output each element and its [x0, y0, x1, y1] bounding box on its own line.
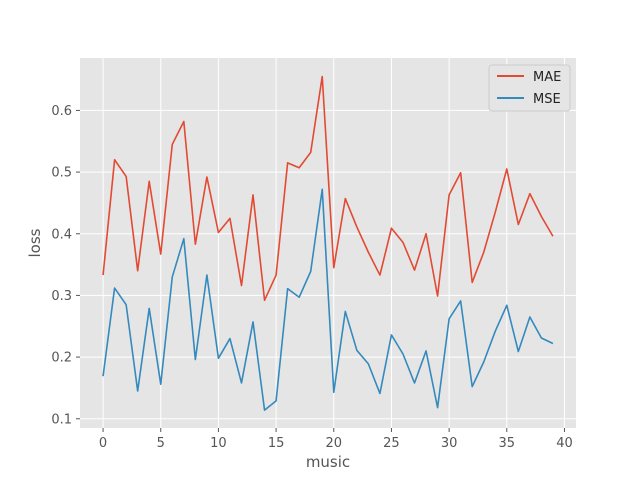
- y-tick-label: 0.3: [51, 289, 72, 304]
- y-tick-label: 0.1: [51, 412, 72, 427]
- series-line-mse: [102, 188, 554, 411]
- x-tick-label: 10: [210, 436, 227, 451]
- legend-label-mse: MSE: [533, 92, 561, 107]
- axis-ticks: 0 5 10 15 20 25 30 35 40 0.1 0.2 0.3 0.4 0.5 0.6: [51, 104, 572, 451]
- series-line-mae: [102, 75, 554, 302]
- x-tick-label: 30: [441, 436, 458, 451]
- x-tick-label: 25: [383, 436, 400, 451]
- y-tick-label: 0.2: [51, 351, 72, 366]
- y-axis-label: loss: [26, 228, 44, 257]
- x-tick-label: 20: [325, 436, 342, 451]
- series-layer: [102, 75, 554, 411]
- plot-area-background: [80, 58, 576, 428]
- y-tick-label: 0.5: [51, 166, 72, 181]
- x-tick-label: 35: [499, 436, 516, 451]
- x-tick-label: 40: [556, 436, 573, 451]
- x-tick-label: 0: [99, 436, 107, 451]
- y-tick-label: 0.4: [51, 227, 72, 242]
- x-tick-label: 5: [157, 436, 165, 451]
- x-tick-label: 15: [268, 436, 285, 451]
- legend-label-mae: MAE: [533, 70, 561, 85]
- x-axis-label: music: [306, 453, 350, 471]
- y-tick-label: 0.6: [51, 104, 72, 119]
- legend: MAE MSE: [488, 64, 571, 112]
